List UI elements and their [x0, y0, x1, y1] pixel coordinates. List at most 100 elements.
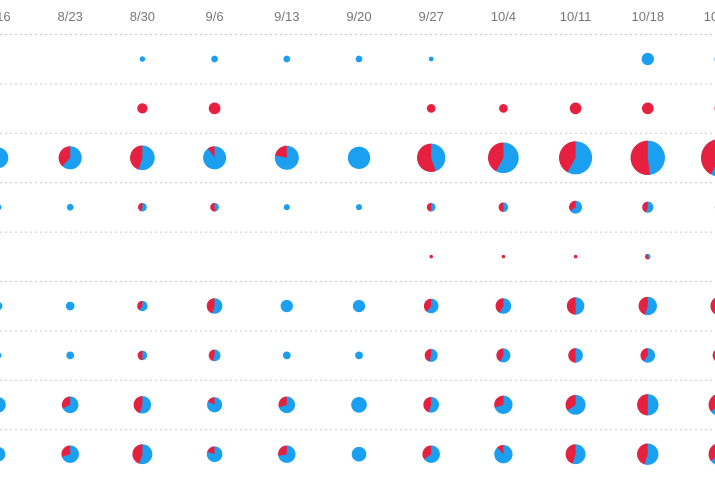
pie-marker	[347, 146, 371, 169]
pie-marker	[132, 444, 153, 465]
pie-slice-part-a	[710, 297, 715, 315]
pie-marker	[0, 397, 6, 413]
pie-marker	[496, 348, 511, 363]
pie-slice-base	[0, 447, 6, 462]
pie-slice-part-a	[708, 394, 715, 412]
pie-marker	[282, 351, 291, 360]
pie-marker	[0, 447, 6, 462]
pie-marker	[208, 349, 221, 362]
pie-slice-base	[139, 56, 146, 62]
pie-slice-part-a	[137, 350, 143, 361]
pie-marker	[58, 146, 82, 170]
pie-marker	[640, 348, 656, 363]
pie-slice-part-a	[496, 348, 504, 362]
pie-slice-part-a	[133, 396, 143, 414]
pie-marker	[708, 394, 715, 416]
pie-slice-part-a	[426, 202, 432, 212]
x-tick-label: 8/23	[58, 9, 83, 24]
pie-slice-base	[347, 146, 371, 169]
pie-marker	[422, 445, 440, 463]
x-tick-label: 9/27	[419, 9, 444, 24]
pie-slice-part-a	[630, 140, 650, 176]
pie-slice-part-a	[568, 348, 576, 363]
pie-marker	[569, 102, 582, 115]
pie-marker	[283, 204, 290, 211]
pie-marker	[429, 254, 433, 259]
pie-slice-base	[0, 302, 3, 310]
pie-slice-base	[283, 55, 291, 63]
x-tick-label: 9/20	[346, 9, 371, 24]
pie-slice-base	[137, 103, 148, 114]
pie-marker	[712, 350, 715, 361]
pie-slice-part-a	[638, 296, 648, 315]
pie-marker	[351, 446, 367, 462]
pie-slice-part-a	[637, 394, 648, 416]
pie-slice-part-a	[137, 300, 143, 311]
pie-marker	[66, 351, 75, 360]
pie-slice-part-a	[207, 446, 215, 455]
pie-marker	[352, 299, 366, 313]
pie-slice-part-a	[206, 298, 215, 314]
pie-slice-part-a	[61, 445, 71, 457]
pie-marker	[61, 445, 79, 463]
pie-slice-part-a	[701, 139, 715, 175]
grid-lines	[0, 34, 715, 431]
pie-marker	[495, 298, 512, 314]
pie-marker	[426, 202, 436, 212]
pie-slice-part-a	[207, 146, 215, 158]
pie-marker	[638, 296, 657, 316]
pie-marker	[499, 104, 508, 113]
pie-marker	[206, 446, 223, 462]
pie-slice-base	[501, 254, 506, 259]
pie-slice-part-a	[559, 141, 576, 173]
pie-marker	[642, 201, 654, 213]
pie-marker	[494, 395, 513, 414]
pie-marker	[210, 202, 219, 212]
pie-marker	[701, 139, 715, 177]
pie-marker	[203, 146, 227, 170]
pie-marker	[278, 396, 296, 414]
pie-marker	[565, 444, 586, 465]
pie-marker	[568, 348, 583, 363]
pie-slice-base	[65, 301, 75, 311]
pie-marker	[637, 443, 659, 465]
pie-marker	[424, 348, 438, 362]
pie-slice-base	[352, 299, 366, 313]
pie-slice-base	[283, 204, 290, 211]
pie-marker	[573, 254, 578, 259]
pie-marker	[0, 204, 2, 210]
pie-marker	[501, 254, 506, 259]
pie-marker	[0, 302, 3, 310]
pie-marker	[637, 394, 659, 416]
pie-marker	[710, 297, 715, 315]
pie-slice-base	[641, 52, 654, 66]
pie-slice-part-a	[138, 202, 143, 212]
pie-marker	[488, 142, 519, 174]
pie-slice-part-a	[210, 202, 216, 212]
pie-slice-part-a	[422, 445, 432, 460]
pie-marker	[138, 202, 147, 212]
pie-markers	[0, 52, 715, 465]
pie-marker	[630, 140, 666, 176]
pie-slice-part-a	[497, 445, 504, 455]
pie-slice-part-a	[58, 146, 71, 167]
pie-slice-base	[66, 351, 75, 360]
pie-slice-base	[0, 397, 6, 413]
pie-marker	[423, 397, 439, 413]
pie-slice-base	[641, 102, 654, 115]
pie-marker	[559, 141, 593, 175]
x-tick-label: 10/4	[491, 9, 516, 24]
pie-slice-part-a	[278, 396, 287, 408]
pie-slice-part-a	[423, 397, 432, 413]
pie-marker	[137, 350, 148, 361]
pie-slice-base	[351, 446, 367, 462]
pie-slice-base	[355, 55, 363, 63]
pie-marker	[274, 145, 299, 170]
pie-marker	[211, 55, 218, 63]
pie-slice-part-a	[207, 397, 215, 405]
pie-slice-part-a	[132, 444, 143, 464]
x-tick-label: 8/16	[0, 9, 11, 24]
pie-slice-part-a	[640, 348, 648, 362]
pie-slice-base	[0, 147, 9, 168]
pie-marker	[0, 147, 9, 168]
